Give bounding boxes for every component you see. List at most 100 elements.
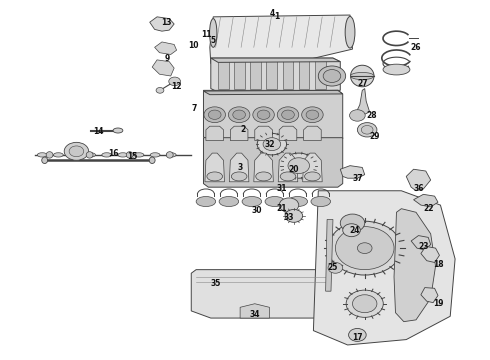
Ellipse shape xyxy=(345,17,355,48)
Text: 33: 33 xyxy=(284,213,294,222)
Text: 2: 2 xyxy=(240,125,245,134)
Polygon shape xyxy=(191,270,333,318)
Polygon shape xyxy=(150,17,174,31)
Circle shape xyxy=(277,107,299,123)
Ellipse shape xyxy=(118,153,128,157)
Polygon shape xyxy=(421,246,440,262)
Ellipse shape xyxy=(166,152,173,158)
Polygon shape xyxy=(210,15,352,65)
Ellipse shape xyxy=(126,152,133,158)
Polygon shape xyxy=(394,209,436,321)
Text: 21: 21 xyxy=(276,204,287,213)
Ellipse shape xyxy=(149,157,155,163)
Circle shape xyxy=(348,328,366,341)
Circle shape xyxy=(233,110,245,120)
Polygon shape xyxy=(314,191,455,345)
Polygon shape xyxy=(229,153,249,182)
Circle shape xyxy=(357,123,377,137)
Polygon shape xyxy=(255,126,272,140)
Ellipse shape xyxy=(166,153,176,157)
Circle shape xyxy=(208,110,221,120)
Text: 11: 11 xyxy=(201,30,211,39)
Text: 3: 3 xyxy=(238,163,243,172)
Ellipse shape xyxy=(150,153,160,157)
Circle shape xyxy=(156,87,164,93)
Ellipse shape xyxy=(231,172,247,181)
Ellipse shape xyxy=(383,64,410,75)
Circle shape xyxy=(346,290,383,318)
Polygon shape xyxy=(254,153,273,182)
Polygon shape xyxy=(421,288,438,303)
Polygon shape xyxy=(278,153,298,182)
Circle shape xyxy=(323,69,341,82)
Ellipse shape xyxy=(207,172,222,181)
Text: 25: 25 xyxy=(328,264,338,273)
Polygon shape xyxy=(340,166,365,178)
Ellipse shape xyxy=(70,153,79,157)
Polygon shape xyxy=(299,60,310,89)
Polygon shape xyxy=(211,58,340,92)
Circle shape xyxy=(328,221,401,275)
Ellipse shape xyxy=(288,197,308,207)
Circle shape xyxy=(285,210,303,222)
Text: 35: 35 xyxy=(211,279,221,288)
Circle shape xyxy=(228,107,250,123)
Circle shape xyxy=(328,262,343,273)
Text: 17: 17 xyxy=(352,333,363,342)
Polygon shape xyxy=(155,42,176,54)
Polygon shape xyxy=(326,220,333,291)
Circle shape xyxy=(169,77,180,86)
Polygon shape xyxy=(206,126,223,140)
Circle shape xyxy=(257,110,270,120)
Circle shape xyxy=(335,226,394,270)
Polygon shape xyxy=(283,60,294,89)
Text: 34: 34 xyxy=(249,310,260,319)
Polygon shape xyxy=(240,304,270,318)
Polygon shape xyxy=(234,60,245,89)
Text: 18: 18 xyxy=(433,260,443,269)
Text: 22: 22 xyxy=(423,204,434,213)
Circle shape xyxy=(64,142,89,160)
Circle shape xyxy=(306,110,319,120)
Circle shape xyxy=(257,134,287,155)
Circle shape xyxy=(302,107,323,123)
Polygon shape xyxy=(411,235,431,250)
Polygon shape xyxy=(211,58,340,62)
Ellipse shape xyxy=(46,152,53,158)
Text: 10: 10 xyxy=(189,41,199,50)
Ellipse shape xyxy=(134,153,144,157)
Circle shape xyxy=(69,146,84,157)
Text: 14: 14 xyxy=(93,127,104,136)
Circle shape xyxy=(352,295,377,313)
Text: 5: 5 xyxy=(211,36,216,45)
Text: 7: 7 xyxy=(191,104,196,113)
Ellipse shape xyxy=(350,72,374,80)
Ellipse shape xyxy=(311,197,331,207)
Polygon shape xyxy=(250,60,261,89)
Circle shape xyxy=(361,126,373,134)
Text: 27: 27 xyxy=(357,79,368,88)
Text: 9: 9 xyxy=(164,54,170,63)
Text: 13: 13 xyxy=(162,18,172,27)
Circle shape xyxy=(318,66,345,86)
Text: 1: 1 xyxy=(274,12,279,21)
Circle shape xyxy=(340,214,365,232)
Circle shape xyxy=(263,138,281,150)
Polygon shape xyxy=(203,90,343,140)
Circle shape xyxy=(349,110,365,121)
Polygon shape xyxy=(218,60,229,89)
Text: 19: 19 xyxy=(433,299,443,308)
Circle shape xyxy=(282,153,316,178)
Ellipse shape xyxy=(305,172,320,181)
Circle shape xyxy=(204,107,225,123)
Text: 26: 26 xyxy=(411,43,421,52)
Polygon shape xyxy=(279,126,297,140)
Circle shape xyxy=(288,158,310,174)
Ellipse shape xyxy=(265,197,285,207)
Ellipse shape xyxy=(37,153,47,157)
Text: 29: 29 xyxy=(369,132,380,141)
Circle shape xyxy=(357,243,372,253)
Polygon shape xyxy=(152,60,174,76)
Text: 28: 28 xyxy=(367,111,377,120)
Ellipse shape xyxy=(219,197,239,207)
